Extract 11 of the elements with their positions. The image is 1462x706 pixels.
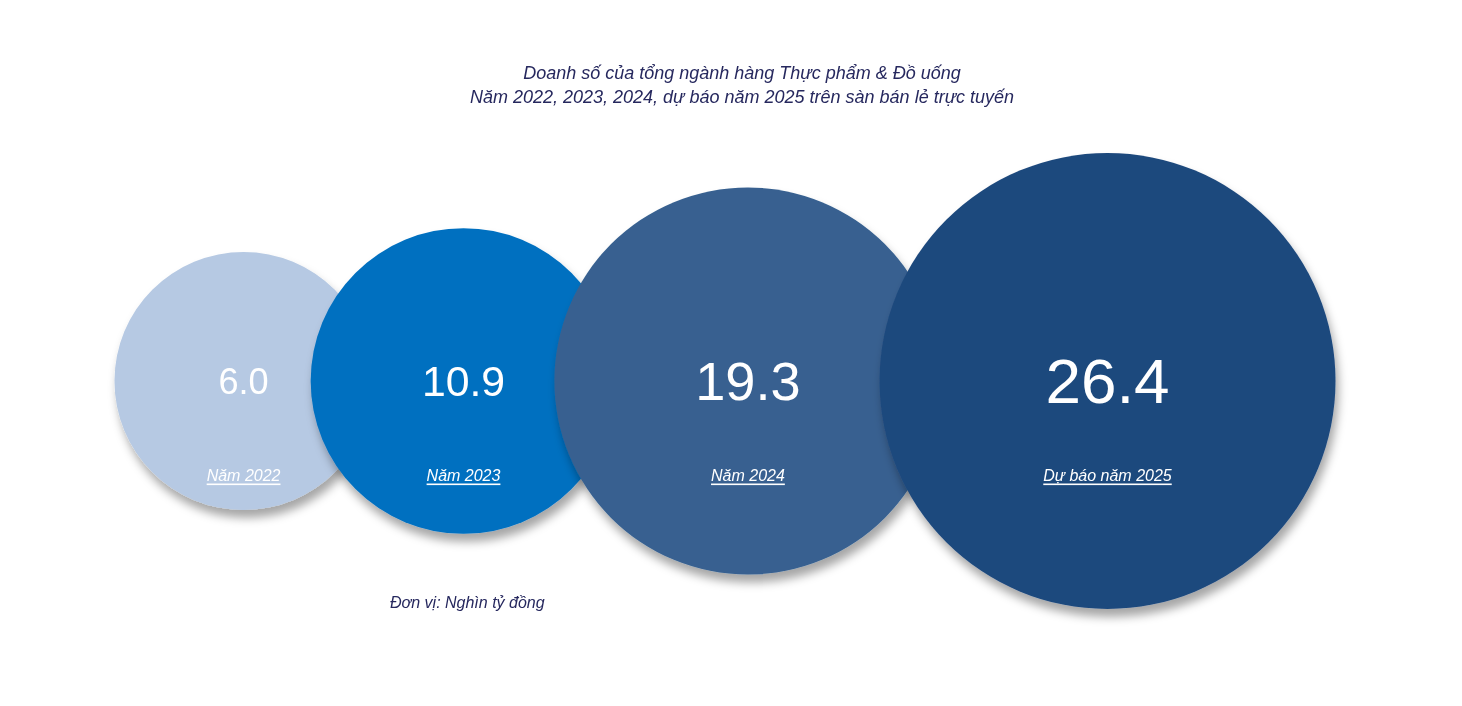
text: Đơn vị: Nghìn tỷ đồng: [390, 594, 545, 611]
data-label: 6.0: [218, 360, 269, 402]
category-label: Năm 2024: [711, 466, 785, 484]
category-label: Năm 2023: [426, 466, 501, 484]
data-label: 26.4: [1045, 345, 1170, 417]
data-label: 19.3: [695, 351, 801, 411]
data-label: 10.9: [421, 357, 506, 405]
category-label: Năm 2022: [206, 466, 281, 484]
category-label: Dự báo năm 2025: [1043, 466, 1172, 484]
text: Năm 2022, 2023, 2024, dự báo năm 2025 trên sàn bán lẻ trực tuyến: [469, 87, 1015, 107]
text: Doanh số của tổng ngành hàng Thực phẩm & Đồ uống: [523, 63, 961, 83]
